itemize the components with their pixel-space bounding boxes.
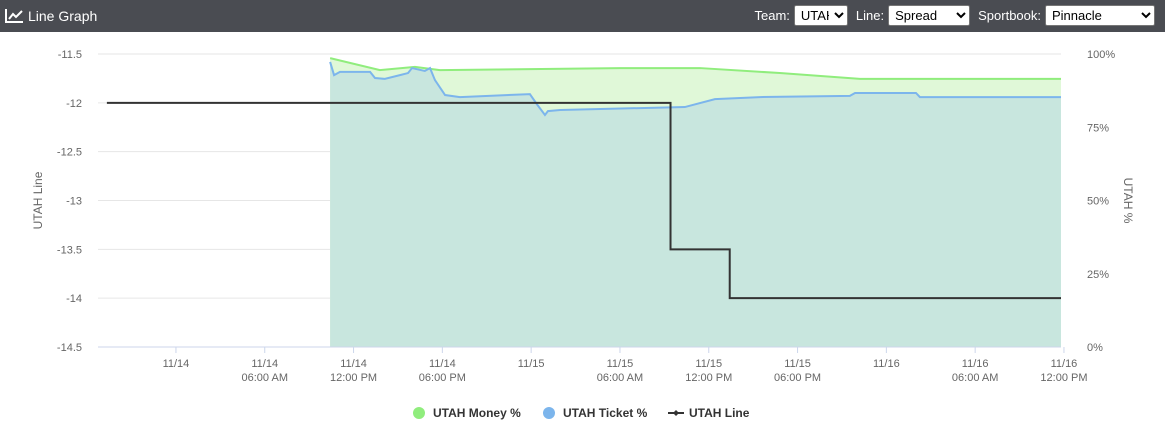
line: 12:00 PM [330,372,377,384]
y-axis-title: UTAH Line [31,171,45,229]
y-tick-label: -14 [66,293,82,305]
label: Line: [855,8,885,23]
line [329,61,1061,117]
y2-tick-label: 0% [1087,342,1103,354]
icon [5,9,23,23]
y-tick-label: -13 [66,196,82,208]
x-tick-label: 11/14 12:00 PM [330,358,377,384]
line: 11/15 [784,358,811,370]
line: 11/16 [1051,358,1078,370]
x-tick-label: 11/16 06:00 AM [952,358,998,384]
legend-symbol [413,407,425,419]
line: 11/15 [695,358,722,370]
label: Sportbook: [978,8,1041,23]
legend-symbol [673,410,679,416]
line: 11/14 [429,358,456,370]
chart: -11.5 -12 -12.5 -13 -13.5 -14 -14.5 100% 75% 50% 2… [31,49,1135,420]
title: Line Graph [28,8,98,24]
x-tick-label: 11/15 06:00 PM [774,358,821,384]
header: Line Graph Team: UTAH Line: Spread Sport… [0,0,1165,32]
line [329,57,1061,80]
x-tick-label: 11/16 [873,358,900,370]
x-tick-label: 11/16 12:00 PM [1040,358,1087,384]
x-tick-label: 11/14 06:00 AM [242,358,288,384]
sportsbook-select[interactable]: Pinnacle [1045,5,1155,26]
line: 11/16 [962,358,989,370]
y2-tick-label: 75% [1087,122,1109,134]
line: 06:00 AM [597,372,643,384]
y-tick-label: -11.5 [58,49,82,61]
x-tick-label: 11/15 [518,358,545,370]
controls: Team: UTAH Line: Spread Sportbook: Pinna… [755,5,1159,26]
team-select[interactable]: UTAH [793,5,848,26]
line: 06:00 AM [952,372,998,384]
line: 11/15 [607,358,634,370]
line [106,101,1061,300]
line: 12:00 PM [685,372,732,384]
y2-axis-title: UTAH % [1121,178,1135,224]
legend-label: UTAH Line [689,406,750,420]
legend-label: UTAH Money % [433,406,521,420]
line: 06:00 PM [774,372,821,384]
y-tick-label: -12.5 [57,147,82,159]
legend-symbol [543,407,555,419]
x-tick-label: 11/15 06:00 AM [597,358,643,384]
y2-tick-label: 25% [1087,269,1109,281]
y-tick-label: -13.5 [57,244,82,256]
y-tick-label: -12 [66,98,82,110]
x-tick-label: 11/15 12:00 PM [685,358,732,384]
x-tick-label: 11/14 [163,358,190,370]
y2-tick-label: 50% [1087,196,1109,208]
y2-tick-label: 100% [1087,49,1115,61]
legend-label: UTAH Ticket % [563,406,648,420]
line: 06:00 AM [242,372,288,384]
area [330,61,1061,347]
line-select[interactable]: Spread [888,5,971,26]
line: 11/14 [340,358,367,370]
line: 11/14 [251,358,278,370]
line: 06:00 PM [419,372,466,384]
y-tick-label: -14.5 [57,342,82,354]
line: 12:00 PM [1040,372,1087,384]
x-tick-label: 11/14 06:00 PM [419,358,466,384]
label: Team: [754,8,790,23]
